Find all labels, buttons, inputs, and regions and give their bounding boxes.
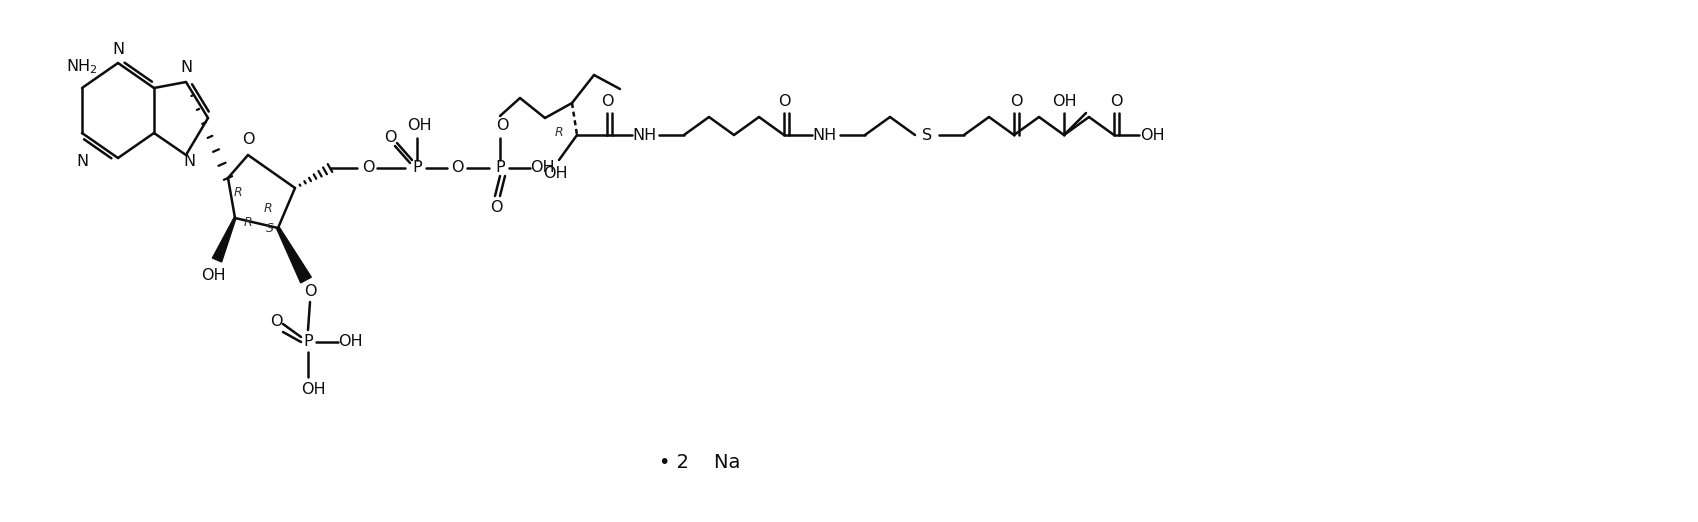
Text: OH: OH [408,118,431,134]
Text: NH$_2$: NH$_2$ [66,57,98,76]
Text: S: S [267,221,273,234]
Text: P: P [413,160,421,175]
Text: R: R [234,185,243,198]
Text: OH: OH [543,165,567,181]
Text: OH: OH [200,268,226,283]
Text: • 2    Na: • 2 Na [659,453,740,471]
Text: O: O [778,94,790,110]
Text: OH: OH [338,335,362,350]
Text: O: O [601,94,613,110]
Text: P: P [304,335,312,350]
Text: OH: OH [1051,94,1077,110]
Text: N: N [180,60,192,75]
Text: N: N [76,155,88,170]
Text: R: R [263,201,272,215]
Text: O: O [270,314,282,329]
Text: O: O [1010,94,1022,110]
Polygon shape [212,218,236,262]
Text: S: S [922,127,932,143]
Text: O: O [450,160,464,175]
Text: OH: OH [530,160,554,175]
Text: OH: OH [301,383,326,397]
Text: R: R [555,126,564,139]
Text: N: N [183,155,195,170]
Text: R: R [245,216,253,229]
Text: O: O [241,133,255,148]
Text: NH: NH [633,127,657,143]
Text: O: O [304,284,316,300]
Polygon shape [277,227,311,283]
Text: O: O [1110,94,1122,110]
Text: N: N [112,42,124,57]
Text: O: O [362,160,374,175]
Text: P: P [496,160,504,175]
Text: OH: OH [1139,127,1165,143]
Text: O: O [384,130,396,146]
Text: O: O [496,118,508,134]
Text: NH: NH [813,127,837,143]
Text: O: O [489,200,503,216]
